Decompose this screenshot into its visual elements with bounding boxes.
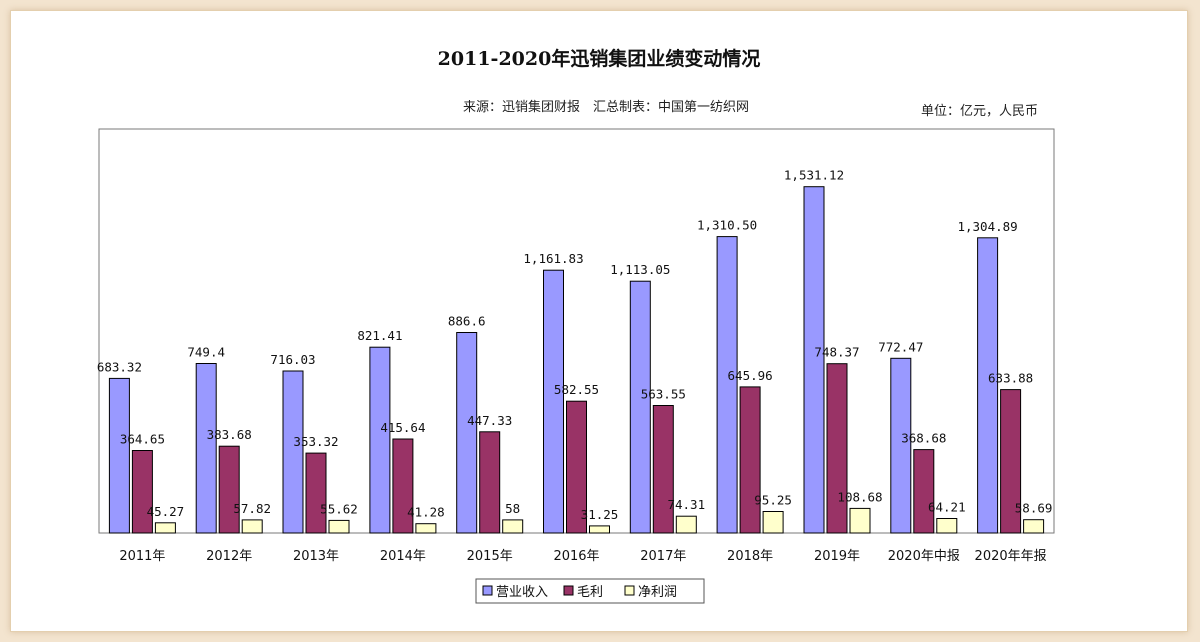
x-tick-label: 2015年 <box>467 549 513 564</box>
data-label: 58 <box>505 501 520 516</box>
bar-net-profit-10 <box>1023 519 1045 534</box>
bar-net-profit-6 <box>675 515 697 534</box>
data-label: 415.64 <box>380 420 425 435</box>
bar-gross-profit-7 <box>739 386 761 534</box>
legend-label-revenue: 营业收入 <box>496 585 548 600</box>
bar-net-profit-8 <box>849 507 871 534</box>
bar-net-profit-1 <box>241 519 263 534</box>
bar-revenue-8 <box>803 186 825 534</box>
bar-revenue-1 <box>195 363 217 534</box>
data-label: 563.55 <box>641 387 686 402</box>
bar-revenue-7 <box>716 236 738 534</box>
data-label: 74.31 <box>667 497 705 512</box>
data-label: 716.03 <box>270 352 315 367</box>
bars-layer <box>108 186 1045 534</box>
bar-revenue-0 <box>108 377 130 534</box>
legend-swatch-net-profit <box>624 585 635 596</box>
legend-box <box>475 578 705 604</box>
data-label: 108.68 <box>837 489 882 504</box>
bar-net-profit-0 <box>154 522 176 534</box>
data-label: 55.62 <box>320 501 358 516</box>
data-label: 749.4 <box>187 345 225 360</box>
data-label: 1,310.50 <box>697 218 757 233</box>
bar-revenue-5 <box>543 269 564 534</box>
bar-revenue-2 <box>282 370 304 534</box>
data-label: 45.27 <box>147 504 185 519</box>
data-label: 41.28 <box>407 505 445 520</box>
x-tick-label: 2013年 <box>293 549 339 564</box>
chart-source: 来源：迅销集团财报 汇总制表：中国第一纺织网 <box>463 99 749 115</box>
bar-revenue-9 <box>890 357 912 534</box>
bar-gross-profit-1 <box>218 445 240 534</box>
bar-net-profit-2 <box>328 519 350 534</box>
legend-swatch-revenue <box>482 585 493 596</box>
data-label: 364.65 <box>120 432 165 447</box>
data-label: 447.33 <box>467 413 512 428</box>
x-tick-label: 2014年 <box>380 549 426 564</box>
data-label: 1,161.83 <box>523 251 583 266</box>
bar-revenue-3 <box>369 346 391 534</box>
bar-net-profit-5 <box>589 525 610 534</box>
data-label: 1,531.12 <box>784 168 844 183</box>
data-label: 368.68 <box>901 431 946 446</box>
x-tick-label: 2020年年报 <box>975 549 1047 564</box>
bar-gross-profit-0 <box>131 450 153 534</box>
x-tick-label: 2011年 <box>119 549 165 564</box>
bar-gross-profit-6 <box>652 405 674 534</box>
bar-net-profit-3 <box>415 523 437 534</box>
x-tick-label: 2017年 <box>640 549 686 564</box>
data-label: 748.37 <box>814 345 859 360</box>
data-label: 58.69 <box>1015 501 1053 516</box>
bar-gross-profit-10 <box>1000 389 1022 534</box>
bar-gross-profit-9 <box>913 449 935 534</box>
data-label: 31.25 <box>581 507 619 522</box>
data-label: 353.32 <box>293 434 338 449</box>
chart-frame: 2011-2020年迅销集团业绩变动情况 来源：迅销集团财报 汇总制表：中国第一… <box>10 10 1188 632</box>
bar-gross-profit-8 <box>826 363 848 534</box>
data-label: 95.25 <box>754 493 792 508</box>
data-label: 1,113.05 <box>610 262 670 277</box>
bar-gross-profit-3 <box>392 438 414 534</box>
data-label: 1,304.89 <box>957 219 1017 234</box>
legend-label-net-profit: 净利润 <box>638 585 677 600</box>
bar-revenue-6 <box>629 280 651 534</box>
data-label: 633.88 <box>988 371 1033 386</box>
bar-net-profit-4 <box>502 519 524 534</box>
bar-gross-profit-2 <box>305 452 327 534</box>
chart-svg: 2011-2020年迅销集团业绩变动情况 来源：迅销集团财报 汇总制表：中国第一… <box>97 47 1055 604</box>
x-tick-label: 2020年中报 <box>888 549 960 564</box>
data-label: 64.21 <box>928 500 966 515</box>
data-label: 772.47 <box>878 339 923 354</box>
bar-gross-profit-4 <box>479 431 501 534</box>
x-tick-label: 2016年 <box>553 549 599 564</box>
bar-revenue-10 <box>977 237 999 534</box>
bar-net-profit-7 <box>762 511 784 534</box>
data-label: 821.41 <box>357 328 402 343</box>
legend: 营业收入 毛利 净利润 <box>475 578 705 604</box>
data-label: 886.6 <box>448 314 486 329</box>
bar-net-profit-9 <box>936 518 958 534</box>
bar-revenue-4 <box>456 332 478 534</box>
data-label: 683.32 <box>97 359 142 374</box>
data-label: 57.82 <box>233 501 271 516</box>
bar-gross-profit-5 <box>566 400 587 534</box>
data-labels-layer: 683.32 364.65 45.27 749.4 383.68 57.82 716.03 3… <box>97 168 1053 522</box>
chart-unit: 单位：亿元，人民币 <box>921 104 1038 119</box>
data-label: 383.68 <box>207 427 252 442</box>
x-tick-label: 2019年 <box>814 549 860 564</box>
data-label: 645.96 <box>728 368 773 383</box>
data-label: 582.55 <box>554 382 599 397</box>
chart-title: 2011-2020年迅销集团业绩变动情况 <box>438 47 761 70</box>
x-tick-label: 2018年 <box>727 549 773 564</box>
legend-label-gross-profit: 毛利 <box>577 585 603 600</box>
legend-swatch-gross-profit <box>563 585 574 596</box>
x-tick-labels: 2011年 2012年 2013年 2014年 2015年 2016年 2017年 2018年… <box>119 549 1046 564</box>
x-tick-label: 2012年 <box>206 549 252 564</box>
